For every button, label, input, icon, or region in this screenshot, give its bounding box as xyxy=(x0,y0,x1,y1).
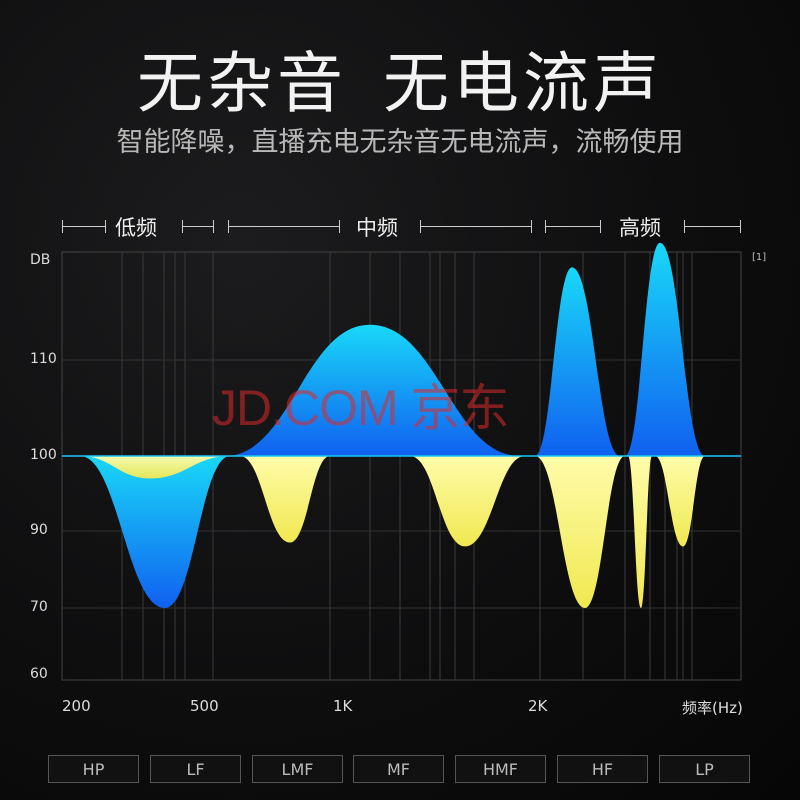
band-bracket xyxy=(62,220,106,233)
filter-button-lf[interactable]: LF xyxy=(150,755,241,783)
band-bracket xyxy=(420,220,532,233)
blue-area xyxy=(625,242,705,456)
subtitle: 智能降噪，直播充电无杂音无电流声，流畅使用 xyxy=(116,127,684,158)
x-tick: 1K xyxy=(333,697,353,715)
yellow-area xyxy=(80,456,230,479)
blue-area xyxy=(225,324,520,456)
chart-frame xyxy=(61,251,742,681)
page-title: 无杂音 无电流声 xyxy=(0,30,800,126)
title-part: 无电流声 xyxy=(383,45,663,122)
y-tick: 90 xyxy=(30,522,48,538)
filter-button-lmf[interactable]: LMF xyxy=(252,755,343,783)
x-tick: 500 xyxy=(190,697,219,715)
band-high: 高频 xyxy=(619,216,661,240)
filter-button-hmf[interactable]: HMF xyxy=(455,755,546,783)
yellow-area xyxy=(410,456,525,547)
band-bracket xyxy=(684,220,741,233)
footnote-marker: [1] xyxy=(752,252,767,263)
y-tick: 100 xyxy=(30,447,57,463)
band-low: 低频 xyxy=(115,216,157,240)
yellow-area xyxy=(628,456,652,608)
filter-button-hf[interactable]: HF xyxy=(557,755,648,783)
yellow-area xyxy=(655,456,705,547)
y-tick: 60 xyxy=(30,666,48,682)
y-tick: 70 xyxy=(30,599,48,615)
y-tick: 110 xyxy=(30,351,57,367)
x-tick: 2K xyxy=(528,697,548,715)
title-part: 无杂音 xyxy=(137,45,347,122)
watermark: JD.COM 京东 xyxy=(212,380,510,436)
filter-button-mf[interactable]: MF xyxy=(353,755,444,783)
filter-button-hp[interactable]: HP xyxy=(48,755,139,783)
blue-area xyxy=(535,267,620,456)
yellow-area xyxy=(240,456,330,543)
band-bracket xyxy=(228,220,340,233)
y-axis-label: DB xyxy=(30,252,51,268)
band-bracket xyxy=(545,220,601,233)
yellow-area xyxy=(535,456,625,608)
filter-button-lp[interactable]: LP xyxy=(659,755,750,783)
band-bracket xyxy=(182,220,214,233)
band-mid: 中频 xyxy=(356,216,398,240)
x-tick: 200 xyxy=(62,697,91,715)
x-axis-label: 频率(Hz) xyxy=(682,699,743,717)
blue-area xyxy=(80,456,230,608)
